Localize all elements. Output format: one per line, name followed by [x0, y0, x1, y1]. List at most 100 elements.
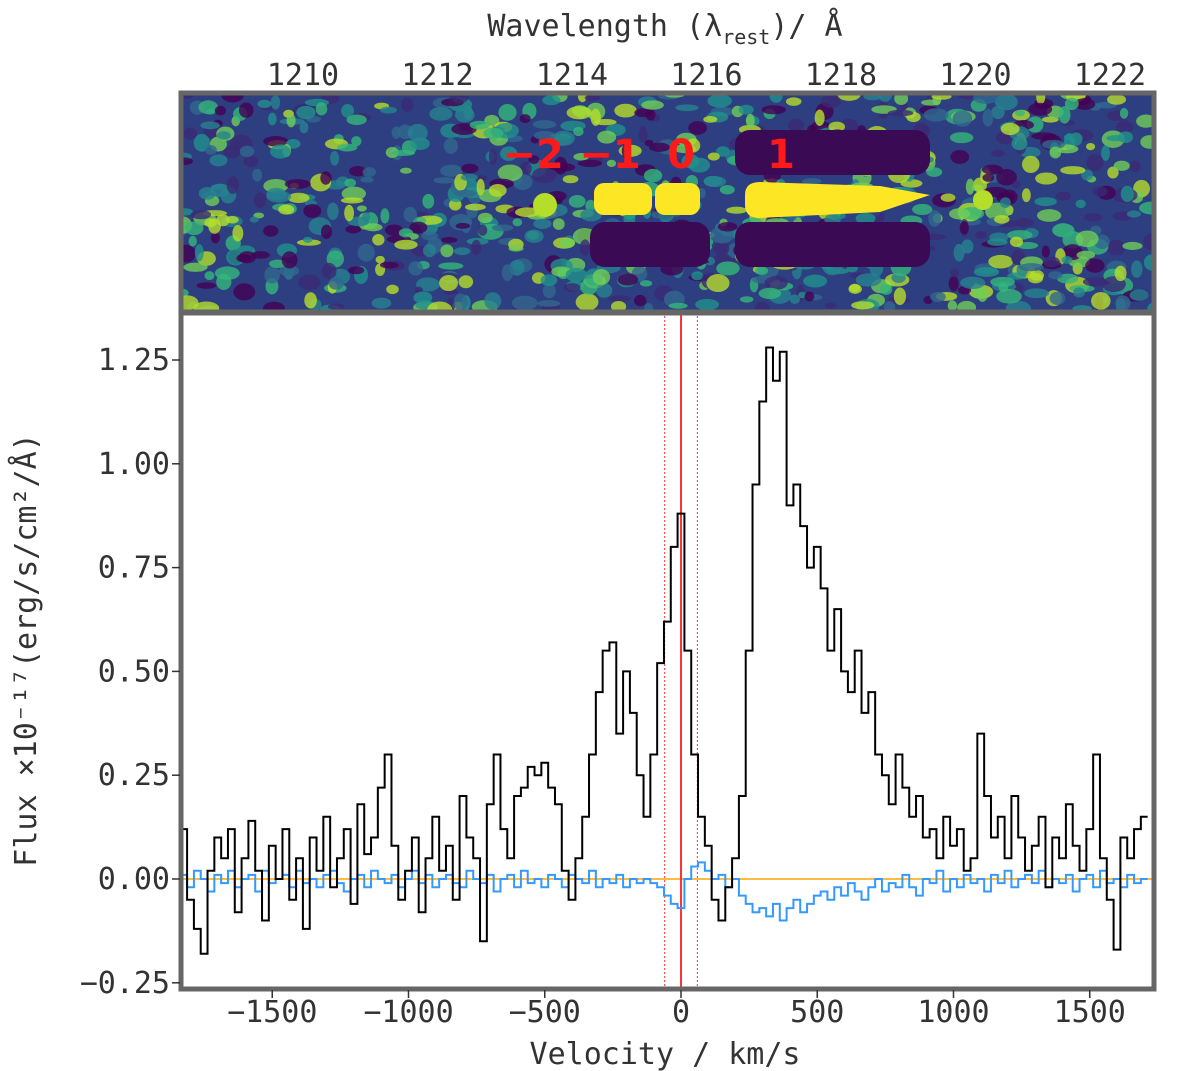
- image-pixel-blob: [1131, 260, 1143, 278]
- plot-frame: [178, 310, 1157, 992]
- image-pixel-blob: [824, 302, 837, 309]
- image-pixel-blob: [639, 280, 653, 287]
- image-pixel-blob: [347, 216, 370, 227]
- top-tick-label: 1212: [401, 58, 473, 93]
- image-pixel-blob: [1091, 292, 1111, 310]
- image-pixel-blob: [707, 94, 732, 108]
- image-pixel-blob: [422, 193, 435, 209]
- image-pixel-blob: [1041, 245, 1050, 258]
- image-pixel-blob: [952, 110, 973, 127]
- image-pixel-blob: [209, 154, 228, 167]
- top-ticks: 1210 1212 1214 1216 1218 1220 1222: [267, 58, 1146, 93]
- image-pixel-blob: [648, 142, 670, 152]
- image-pixel-blob: [839, 119, 859, 133]
- image-pixel-blob: [477, 212, 493, 224]
- y-tick-label: −0.25: [80, 966, 170, 1001]
- image-pixel-blob: [1076, 250, 1096, 260]
- image-pixel-blob: [216, 273, 232, 290]
- image-pixel-blob: [973, 94, 999, 104]
- image-pixel-blob: [216, 214, 230, 227]
- image-pixel-blob: [950, 149, 970, 164]
- x-tick-label: 1000: [917, 995, 989, 1030]
- image-pixel-blob: [327, 303, 345, 310]
- image-pixel-blob: [1029, 270, 1045, 281]
- image-pixel-blob: [488, 184, 507, 197]
- image-annotations: −2 −1 0 1: [502, 132, 795, 178]
- image-pixel-blob: [949, 208, 971, 220]
- image-pixel-blob: [1007, 272, 1027, 280]
- image-pixel-blob: [1058, 106, 1071, 124]
- image-pixel-blob: [686, 138, 701, 153]
- image-pixel-blob: [454, 189, 477, 198]
- image-pixel-blob: [704, 176, 727, 188]
- image-pixel-blob: [341, 186, 366, 201]
- image-pixel-blob: [296, 105, 316, 120]
- image-pixel-blob: [717, 221, 738, 232]
- image-pixel-blob: [948, 275, 959, 292]
- image-pixel-blob: [270, 95, 281, 110]
- image-pixel-blob: [320, 224, 332, 239]
- x-axis-label: Velocity / km/s: [530, 1037, 801, 1071]
- image-pixel-blob: [638, 126, 648, 143]
- image-pixel-blob: [408, 261, 423, 276]
- image-pixel-blob: [1011, 136, 1028, 151]
- image-pixel-blob: [281, 251, 298, 269]
- y-axis-label: Flux ×10⁻¹⁷(erg/s/cm²/Å): [8, 433, 44, 866]
- image-pixel-blob: [348, 266, 365, 275]
- image-pixel-blob: [1048, 271, 1063, 280]
- image-pixel-blob: [703, 116, 718, 123]
- plot-area: [182, 314, 1153, 988]
- image-pixel-blob: [577, 159, 602, 167]
- top-tick-label: 1222: [1074, 58, 1146, 93]
- image-pixel-blob: [409, 221, 428, 234]
- image-pixel-blob: [821, 94, 841, 108]
- image-pixel-blob: [563, 283, 581, 293]
- image-pixel-blob: [380, 208, 390, 224]
- image-pixel-blob: [1069, 132, 1083, 146]
- image-pixel-blob: [357, 205, 367, 212]
- image-pixel-blob: [233, 283, 256, 301]
- image-pixel-blob: [592, 269, 611, 286]
- image-pixel-blob: [298, 274, 321, 291]
- yellow-blob: [594, 183, 652, 215]
- image-pixel-blob: [1036, 94, 1046, 105]
- image-pixel-blob: [675, 104, 699, 112]
- image-pixel-blob: [575, 293, 599, 310]
- image-pixel-blob: [330, 150, 340, 166]
- image-pixel-blob: [706, 274, 730, 293]
- image-pixel-blob: [960, 276, 986, 289]
- annotation-minus2: −2: [502, 132, 563, 178]
- image-pixel-blob: [802, 178, 822, 185]
- image-pixel-blob: [357, 243, 375, 262]
- image-pixel-blob: [1014, 218, 1034, 228]
- image-pixel-blob: [999, 197, 1011, 208]
- image-pixel-blob: [491, 224, 514, 232]
- image-pixel-blob: [1114, 265, 1127, 282]
- image-pixel-blob: [320, 171, 332, 185]
- image-pixel-blob: [982, 173, 995, 182]
- image-pixel-blob: [182, 157, 193, 166]
- image-pixel-blob: [1120, 185, 1134, 202]
- image-pixel-blob: [182, 127, 198, 140]
- image-pixel-blob: [327, 202, 339, 221]
- image-pixel-blob: [855, 212, 876, 225]
- y-tick-label: 1.00: [98, 447, 170, 482]
- image-pixel-blob: [1049, 146, 1062, 159]
- image-pixel-blob: [469, 120, 490, 130]
- image-pixel-blob: [828, 121, 846, 132]
- image-pixel-blob: [1129, 160, 1141, 173]
- image-pixel-blob: [798, 291, 807, 299]
- image-pixel-blob: [287, 192, 310, 204]
- image-pixel-blob: [304, 292, 317, 309]
- image-pixel-blob: [580, 278, 598, 295]
- image-pixel-blob: [453, 293, 468, 310]
- image-pixel-blob: [461, 163, 479, 174]
- image-pixel-blob: [691, 271, 704, 281]
- image-pixel-blob: [243, 155, 259, 168]
- image-pixel-blob: [761, 105, 787, 115]
- image-pixel-blob: [713, 241, 730, 256]
- image-pixel-blob: [263, 225, 279, 237]
- image-pixel-blob: [217, 131, 231, 140]
- image-pixel-blob: [1116, 120, 1134, 134]
- image-pixel-blob: [394, 239, 418, 250]
